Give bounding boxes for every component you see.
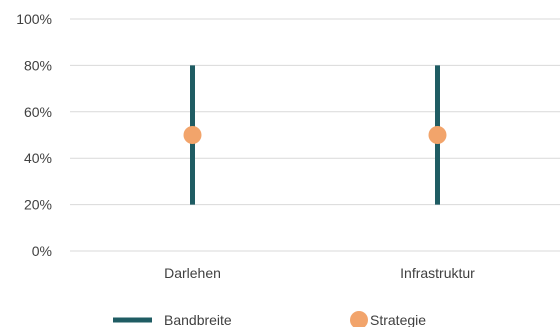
y-tick-label: 60% (24, 104, 52, 120)
y-tick-label: 20% (24, 197, 52, 213)
strategie-point (183, 126, 202, 144)
legend: Bandbreite Strategie (113, 311, 426, 327)
x-axis-category-labels: Darlehen Infrastruktur (164, 265, 475, 281)
y-tick-label: 40% (24, 150, 52, 166)
legend-bandbreite-label: Bandbreite (164, 312, 232, 327)
x-category-label: Darlehen (164, 265, 221, 281)
y-axis-tick-labels: 0% 20% 40% 60% 80% 100% (16, 11, 52, 259)
legend-strategie-swatch (350, 311, 368, 327)
gridlines (70, 18, 560, 252)
data-marks (183, 65, 447, 205)
strategie-point (428, 126, 447, 144)
y-tick-label: 80% (24, 57, 52, 73)
x-category-label: Infrastruktur (400, 265, 475, 281)
y-tick-label: 100% (16, 11, 52, 27)
y-tick-label: 0% (32, 243, 52, 259)
legend-strategie-label: Strategie (370, 312, 426, 327)
